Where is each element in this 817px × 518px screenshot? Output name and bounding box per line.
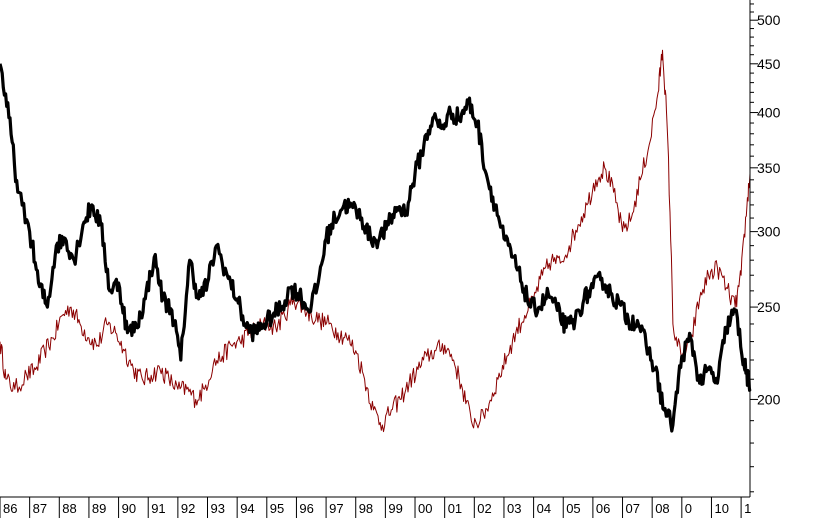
x-tick-label: 88	[62, 501, 76, 516]
series-layer	[0, 49, 752, 433]
x-tick-label: 08	[655, 501, 669, 516]
x-tick-label: 06	[596, 501, 610, 516]
series-line-2	[0, 49, 751, 433]
y-tick-label: 200	[757, 391, 781, 407]
x-tick-label: 87	[33, 501, 47, 516]
x-tick-label: 05	[566, 501, 580, 516]
y-tick-label: 500	[757, 12, 781, 28]
x-tick-label: 10	[715, 501, 729, 516]
x-axis: 86 87 88 89 90 91 92 93 94 95 96 97 98 99 00 01 02 03 04 05…	[0, 496, 751, 518]
x-tick-label: 99	[388, 501, 402, 516]
x-tick-label: 04	[537, 501, 551, 516]
x-tick-label: 02	[477, 501, 491, 516]
x-tick-label: 96	[299, 501, 313, 516]
x-tick-label: 98	[359, 501, 373, 516]
y-tick-label: 300	[757, 224, 781, 240]
x-tick-label: 97	[329, 501, 343, 516]
y-tick-label: 450	[757, 56, 781, 72]
x-tick-label: 92	[181, 501, 195, 516]
x-tick-label: 0	[685, 501, 692, 516]
x-tick-label: 93	[211, 501, 225, 516]
x-tick-label: 86	[3, 501, 17, 516]
x-tick-label: 03	[507, 501, 521, 516]
y-tick-label: 250	[757, 299, 781, 315]
x-tick-label: 01	[448, 501, 462, 516]
x-tick-label: 90	[122, 501, 136, 516]
x-tick-label: 91	[151, 501, 165, 516]
y-tick-label: 400	[757, 105, 781, 121]
x-tick-label: 1	[744, 501, 751, 516]
y-axis: 500 450 400 350 300 250 200	[749, 0, 781, 497]
series-line-1	[0, 63, 752, 433]
x-tick-label: 07	[626, 501, 640, 516]
y-tick-label: 350	[757, 160, 781, 176]
x-tick-label: 95	[270, 501, 284, 516]
x-tick-label: 89	[92, 501, 106, 516]
x-tick-label: 00	[418, 501, 432, 516]
x-tick-label: 94	[240, 501, 254, 516]
